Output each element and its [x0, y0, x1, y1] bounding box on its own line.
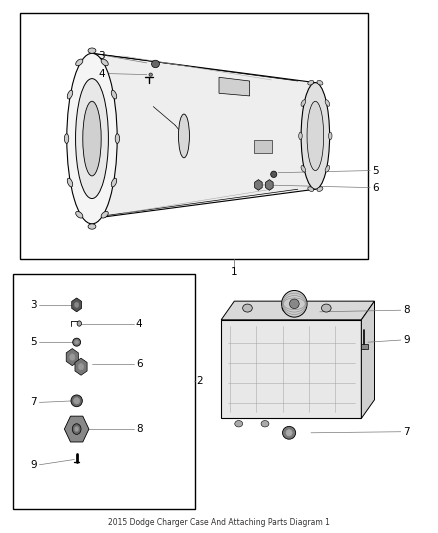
Polygon shape	[219, 77, 250, 96]
Ellipse shape	[282, 304, 292, 312]
Ellipse shape	[74, 426, 79, 432]
Bar	[13, 274, 195, 509]
Ellipse shape	[78, 364, 84, 370]
Ellipse shape	[76, 212, 83, 218]
Text: 5: 5	[372, 166, 379, 175]
Text: 4: 4	[136, 319, 142, 328]
Ellipse shape	[71, 395, 82, 407]
Ellipse shape	[115, 134, 120, 143]
Polygon shape	[221, 301, 374, 320]
Ellipse shape	[299, 132, 302, 140]
Ellipse shape	[111, 178, 117, 187]
Text: 7: 7	[31, 398, 37, 407]
Ellipse shape	[321, 304, 331, 312]
Text: 9: 9	[403, 335, 410, 345]
Ellipse shape	[307, 101, 324, 171]
Ellipse shape	[74, 398, 80, 404]
Text: 8: 8	[403, 305, 410, 315]
Ellipse shape	[101, 212, 108, 218]
Ellipse shape	[101, 59, 108, 66]
Ellipse shape	[325, 166, 330, 172]
Ellipse shape	[308, 80, 314, 85]
Ellipse shape	[72, 424, 81, 434]
Bar	[361, 344, 368, 349]
Ellipse shape	[235, 421, 243, 427]
Ellipse shape	[301, 100, 306, 106]
Ellipse shape	[88, 48, 96, 53]
Ellipse shape	[301, 83, 330, 189]
Polygon shape	[361, 301, 374, 418]
Ellipse shape	[261, 421, 269, 427]
Ellipse shape	[308, 187, 314, 191]
Ellipse shape	[70, 354, 75, 360]
Text: 2015 Dodge Charger Case And Attaching Parts Diagram 1: 2015 Dodge Charger Case And Attaching Pa…	[108, 518, 330, 527]
Ellipse shape	[75, 341, 78, 344]
Ellipse shape	[111, 90, 117, 99]
Text: 4: 4	[99, 69, 105, 78]
Ellipse shape	[73, 338, 81, 346]
Text: 2: 2	[196, 376, 203, 386]
Polygon shape	[92, 53, 315, 219]
Text: 8: 8	[136, 424, 142, 434]
Ellipse shape	[64, 134, 69, 143]
Ellipse shape	[178, 114, 189, 158]
Text: 5: 5	[31, 337, 37, 347]
Text: 7: 7	[403, 427, 410, 437]
Text: 3: 3	[99, 51, 105, 61]
Ellipse shape	[83, 101, 101, 176]
Text: 6: 6	[136, 359, 142, 368]
Ellipse shape	[243, 304, 252, 312]
Ellipse shape	[74, 302, 79, 308]
Ellipse shape	[75, 78, 108, 199]
Text: 3: 3	[31, 300, 37, 310]
Bar	[20, 13, 368, 259]
Ellipse shape	[317, 187, 323, 191]
Ellipse shape	[271, 171, 277, 177]
Text: 9: 9	[31, 460, 37, 470]
Ellipse shape	[152, 60, 159, 68]
Text: 6: 6	[372, 183, 379, 192]
Ellipse shape	[328, 132, 332, 140]
Ellipse shape	[290, 299, 299, 309]
Ellipse shape	[283, 426, 296, 439]
Ellipse shape	[286, 430, 292, 436]
Ellipse shape	[76, 59, 83, 66]
Bar	[221, 320, 361, 418]
Ellipse shape	[77, 321, 81, 326]
Ellipse shape	[67, 178, 73, 187]
Ellipse shape	[149, 73, 152, 76]
Ellipse shape	[317, 80, 323, 85]
Ellipse shape	[67, 53, 117, 224]
Text: 1: 1	[231, 267, 238, 277]
Ellipse shape	[88, 224, 96, 229]
Ellipse shape	[282, 290, 307, 317]
Bar	[254, 140, 272, 153]
Ellipse shape	[301, 166, 306, 172]
Ellipse shape	[325, 100, 330, 106]
Ellipse shape	[67, 90, 73, 99]
